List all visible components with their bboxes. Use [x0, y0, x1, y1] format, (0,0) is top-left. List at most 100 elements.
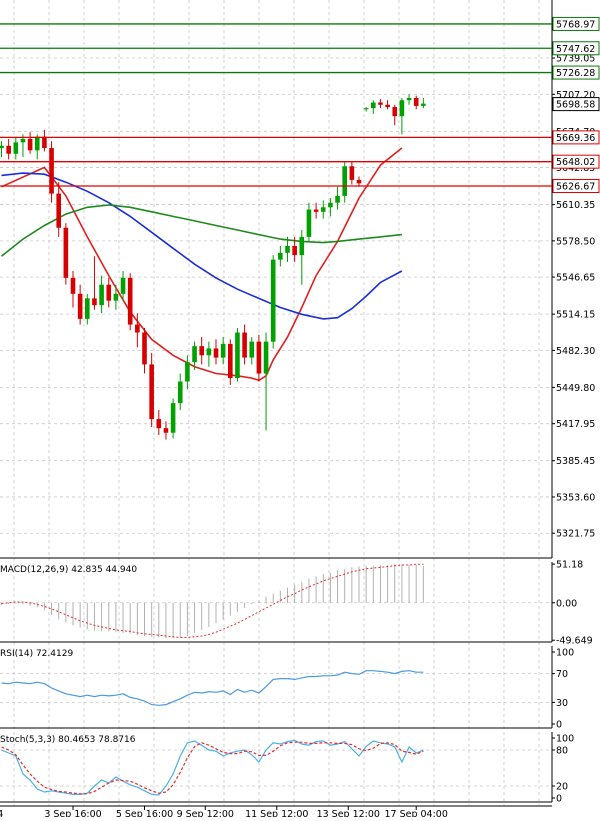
time-tick-label: 5 Sep 16:00 [116, 809, 173, 817]
candle-body [278, 252, 283, 260]
time-tick-label: 11 Sep 12:00 [245, 809, 308, 817]
candle-body [6, 145, 11, 154]
candle-body [85, 298, 90, 319]
time-tick-label: 9 Sep 12:00 [177, 809, 234, 817]
level-label: 5669.36 [556, 133, 595, 144]
candle-body [249, 341, 255, 358]
stoch-k-line [1, 739, 424, 796]
candle-body [156, 419, 162, 429]
level-label-box [552, 154, 600, 169]
price-tick-label: 5385.45 [556, 456, 595, 467]
macd-tick-label: 0.00 [556, 598, 577, 609]
stoch-d-line [1, 741, 424, 795]
candle-body [49, 148, 54, 194]
candle-body [192, 346, 197, 363]
price-tick-label: 5449.80 [556, 383, 595, 394]
price-tick-label: 5417.95 [556, 419, 595, 430]
candle-body [27, 138, 33, 151]
candle-body [256, 341, 262, 374]
candle-body [406, 97, 412, 101]
level-label: 5726.28 [556, 68, 595, 79]
candle-body [421, 103, 426, 106]
stoch-tick-label: 80 [556, 746, 568, 757]
candle-body [220, 343, 226, 358]
candle-body [392, 107, 398, 117]
candle-body [235, 332, 240, 379]
candle-body [34, 136, 40, 151]
candle-body [349, 166, 355, 180]
moving-average-line-2 [1, 204, 402, 257]
candle-body [0, 145, 4, 149]
candle-body [149, 364, 154, 420]
candle-body [120, 277, 126, 294]
level-label: 5768.97 [556, 19, 595, 30]
candle-body [320, 207, 326, 212]
stoch-tick-label: 0 [556, 794, 562, 805]
price-tick-label: 5482.30 [556, 346, 595, 357]
candle-body [170, 403, 176, 433]
stoch-title: Stoch(5,3,3) 80.4653 78.8716 [0, 735, 136, 745]
candle-body [99, 284, 104, 306]
candle-body [385, 104, 390, 108]
rsi-tick-label: 30 [556, 698, 568, 709]
candle-body [92, 298, 97, 306]
macd-title: MACD(12,26,9) 42.835 44.940 [0, 565, 137, 575]
candle-body [378, 102, 383, 105]
time-tick-label: 13 Sep 12:00 [317, 809, 380, 817]
level-label: 5648.02 [556, 157, 595, 168]
price-tick-label: 5353.60 [556, 492, 595, 503]
candle-body [356, 179, 362, 184]
candle-body [263, 341, 269, 374]
candle-body [371, 102, 376, 109]
level-label-box [552, 41, 600, 56]
candle-body [285, 245, 290, 253]
current-price-box [552, 97, 600, 112]
price-tick-label: 5578.50 [556, 236, 595, 247]
candle-body [299, 236, 305, 256]
candle-body [63, 227, 69, 278]
price-tick-label: 5739.05 [556, 54, 595, 65]
price-tick-label: 5321.75 [556, 529, 595, 540]
candle-body [127, 277, 133, 325]
stoch-tick-label: 20 [556, 782, 568, 793]
candle-body [70, 277, 76, 294]
rsi-title: RSI(14) 72.4129 [0, 649, 73, 659]
moving-average-line-1 [1, 172, 403, 320]
candle-body [56, 193, 61, 228]
candle-body [142, 332, 147, 365]
candle-body [199, 346, 204, 356]
candle-body [206, 348, 212, 356]
candle-body [185, 362, 190, 382]
rsi-tick-label: 100 [556, 648, 574, 659]
candle-body [106, 284, 112, 301]
macd-tick-label: -49.649 [556, 636, 593, 647]
candle-body [213, 348, 219, 358]
candle-body [270, 259, 276, 342]
moving-average-line-0 [1, 147, 403, 382]
candle-body [292, 245, 297, 256]
candle-body [177, 381, 183, 404]
rsi-line [1, 670, 424, 706]
level-label: 5626.67 [556, 181, 595, 192]
price-tick-label: 5707.20 [556, 90, 595, 101]
candle-body [77, 293, 83, 319]
candle-body [328, 202, 333, 208]
vertical-gridlines [13, 0, 540, 806]
time-tick-label: 17 Sep 04:00 [384, 809, 447, 817]
candle-body [413, 97, 419, 106]
candle-body [13, 142, 19, 154]
candle-body [313, 209, 319, 212]
candle-body [363, 108, 369, 110]
candle-body [113, 293, 119, 301]
candle-body [42, 136, 47, 149]
current-price-label: 5698.58 [556, 100, 595, 111]
candles [0, 94, 426, 440]
level-label-box [552, 16, 600, 31]
macd-signal-line [1, 563, 424, 638]
macd-tick-label: 51.18 [556, 560, 583, 571]
candle-body [163, 428, 169, 433]
price-tick-label: 5546.65 [556, 273, 595, 284]
candle-body [399, 100, 405, 117]
